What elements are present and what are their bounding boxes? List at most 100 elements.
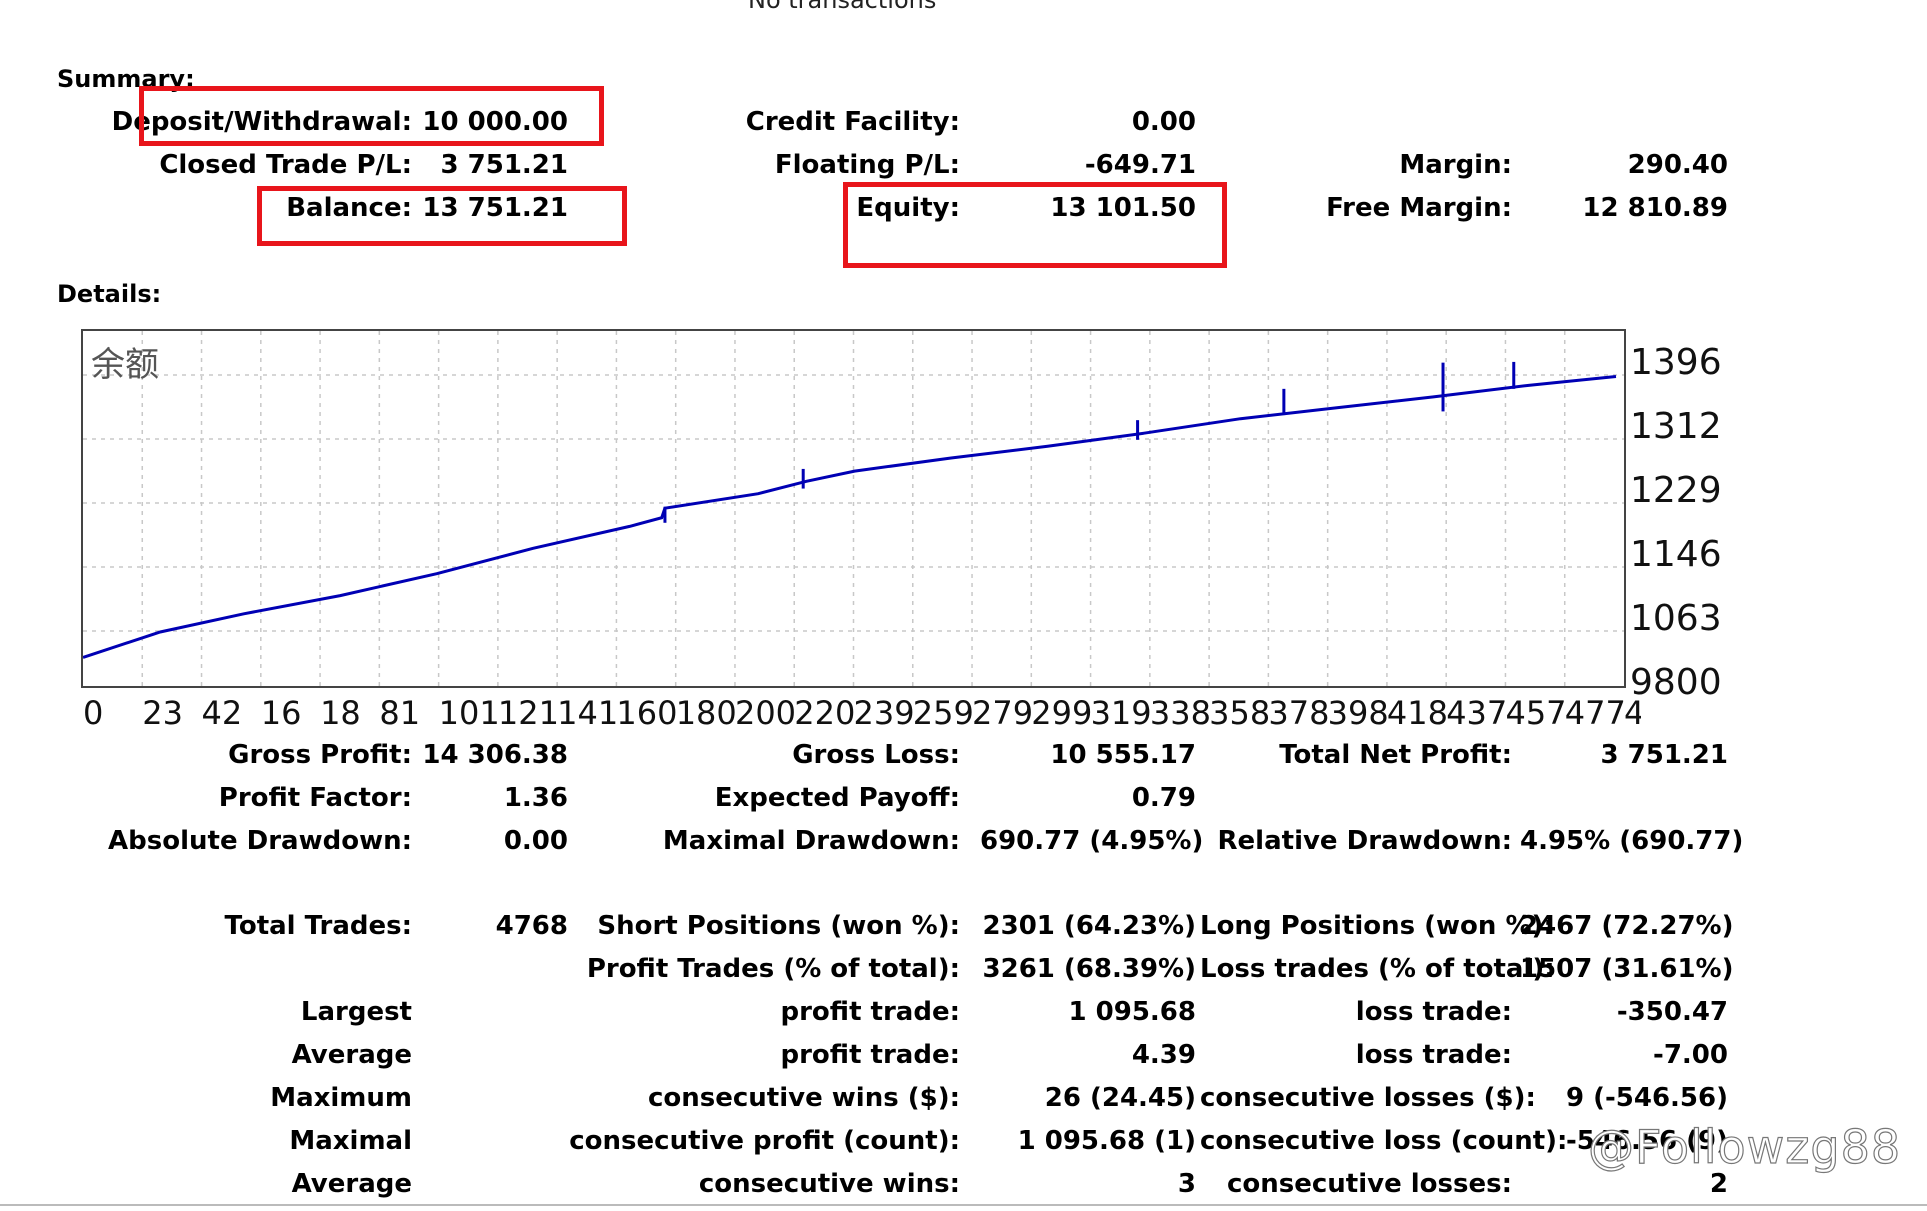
x-tick-label: 457 [1505, 694, 1566, 728]
average-loss-value: -7.00 [1653, 1040, 1728, 1070]
average-profit-value: 4.39 [1131, 1040, 1196, 1070]
bottom-divider [0, 1204, 1927, 1206]
profit-trades-label: Profit Trades (% of total): [586, 954, 960, 984]
x-tick-label: 0 [83, 694, 103, 728]
x-tick-label: 299 [1031, 694, 1092, 728]
equity-label: Equity: [856, 193, 960, 223]
x-tick-label: 437 [1446, 694, 1507, 728]
top-note: No transactions [748, 0, 937, 14]
closed-pl-label: Closed Trade P/L: [159, 150, 412, 180]
total-net-profit-label: Total Net Profit: [1279, 740, 1512, 770]
x-tick-label: 101 [439, 694, 500, 728]
y-tick-label: 9800 [1630, 662, 1722, 703]
x-tick-label: 338 [1150, 694, 1211, 728]
largest-profit-value: 1 095.68 [1068, 997, 1196, 1027]
floating-pl-label: Floating P/L: [774, 150, 960, 180]
equity-value: 13 101.50 [1050, 193, 1196, 223]
x-tick-label: 121 [498, 694, 559, 728]
x-tick-label: 418 [1387, 694, 1448, 728]
gross-profit-value: 14 306.38 [422, 740, 568, 770]
margin-label: Margin: [1399, 150, 1512, 180]
x-tick-label: 259 [913, 694, 974, 728]
x-tick-label: 180 [676, 694, 737, 728]
deposit-highlight-box [139, 86, 604, 146]
free-margin-value: 12 810.89 [1582, 193, 1728, 223]
margin-value: 290.40 [1627, 150, 1728, 180]
watermark: @Followzg88 [1587, 1119, 1902, 1174]
y-tick-label: 1396 [1630, 342, 1722, 383]
average-label: Average [291, 1040, 412, 1070]
max-consecutive-wins-label: consecutive wins ($): [647, 1083, 960, 1113]
credit-value: 0.00 [1131, 107, 1196, 137]
profit-factor-value: 1.36 [503, 783, 568, 813]
y-axis: 1396 1312 1229 1146 1063 9800 [1630, 342, 1722, 703]
chart-grid [83, 331, 1624, 686]
x-tick-label: 141 [557, 694, 618, 728]
total-net-profit-value: 3 751.21 [1600, 740, 1728, 770]
avg-consecutive-losses-value: 2 [1709, 1169, 1728, 1199]
average-loss-label: loss trade: [1355, 1040, 1512, 1070]
maximal-drawdown-label: Maximal Drawdown: [662, 826, 960, 856]
absolute-drawdown-label: Absolute Drawdown: [108, 826, 412, 856]
gross-loss-label: Gross Loss: [792, 740, 960, 770]
x-tick-label: 18 [320, 694, 361, 728]
balance-line [83, 375, 1617, 659]
details-title: Details: [57, 280, 162, 308]
x-tick-label: 160 [616, 694, 677, 728]
profit-trades-value: 3261 (68.39%) [982, 954, 1196, 984]
total-trades-value: 4768 [495, 911, 568, 941]
gross-profit-label: Gross Profit: [228, 740, 412, 770]
x-tick-label: 319 [1091, 694, 1152, 728]
loss-trades-value: 1507 (31.61%) [1520, 954, 1734, 984]
expected-payoff-value: 0.79 [1131, 783, 1196, 813]
relative-drawdown-label: Relative Drawdown: [1217, 826, 1512, 856]
x-tick-label: 358 [1209, 694, 1270, 728]
max-consecutive-losses-value: 9 (-546.56) [1565, 1083, 1728, 1113]
balance-series [83, 361, 1617, 659]
x-tick-label: 42 [202, 694, 243, 728]
x-tick-label: 200 [735, 694, 796, 728]
x-tick-label: 398 [1328, 694, 1389, 728]
maximal-consecutive-profit-value: 1 095.68 (1) [1017, 1126, 1196, 1156]
largest-profit-label: profit trade: [780, 997, 961, 1027]
y-tick-label: 1146 [1630, 534, 1722, 575]
x-tick-label: 279 [972, 694, 1033, 728]
closed-pl-value: 3 751.21 [440, 150, 568, 180]
long-positions-label: Long Positions (won %): [1200, 911, 1554, 941]
x-tick-label: 81 [379, 694, 420, 728]
maximum-label: Maximum [270, 1083, 412, 1113]
max-consecutive-wins-value: 26 (24.45) [1044, 1083, 1196, 1113]
short-positions-label: Short Positions (won %): [597, 911, 960, 941]
avg-consecutive-wins-value: 3 [1177, 1169, 1196, 1199]
avg-consecutive-losses-label: consecutive losses: [1226, 1169, 1512, 1199]
avg-consecutive-wins-label: consecutive wins: [698, 1169, 960, 1199]
largest-loss-label: loss trade: [1355, 997, 1512, 1027]
balance-chart: 余额 [81, 329, 1626, 688]
loss-trades-label: Loss trades (% of total): [1200, 954, 1555, 984]
y-tick-label: 1312 [1630, 406, 1722, 447]
balance-value: 13 751.21 [422, 193, 568, 223]
profit-factor-label: Profit Factor: [218, 783, 412, 813]
gross-loss-value: 10 555.17 [1050, 740, 1196, 770]
x-tick-label: 16 [261, 694, 302, 728]
maximal-consecutive-loss-label: consecutive loss (count): [1200, 1126, 1568, 1156]
average-profit-label: profit trade: [780, 1040, 961, 1070]
chart-title: 余额 [91, 345, 159, 385]
average-consecutive-label: Average [291, 1169, 412, 1199]
expected-payoff-label: Expected Payoff: [714, 783, 960, 813]
x-axis: 0 23 42 16 18 81 10112114116018020022023925927… [83, 694, 1641, 728]
balance-highlight-box [257, 186, 627, 246]
max-consecutive-losses-label: consecutive losses ($): [1200, 1083, 1536, 1113]
balance-label: Balance: [286, 193, 412, 223]
long-positions-value: 2467 (72.27%) [1520, 911, 1734, 941]
maximal-drawdown-value: 690.77 (4.95%) [980, 826, 1204, 856]
relative-drawdown-value: 4.95% (690.77) [1520, 826, 1744, 856]
short-positions-value: 2301 (64.23%) [982, 911, 1196, 941]
y-tick-label: 1063 [1630, 598, 1722, 639]
x-tick-label: 220 [794, 694, 855, 728]
absolute-drawdown-value: 0.00 [503, 826, 568, 856]
x-tick-label: 23 [142, 694, 183, 728]
x-tick-label: 4 [1624, 694, 1641, 728]
free-margin-label: Free Margin: [1326, 193, 1512, 223]
largest-label: Largest [300, 997, 412, 1027]
